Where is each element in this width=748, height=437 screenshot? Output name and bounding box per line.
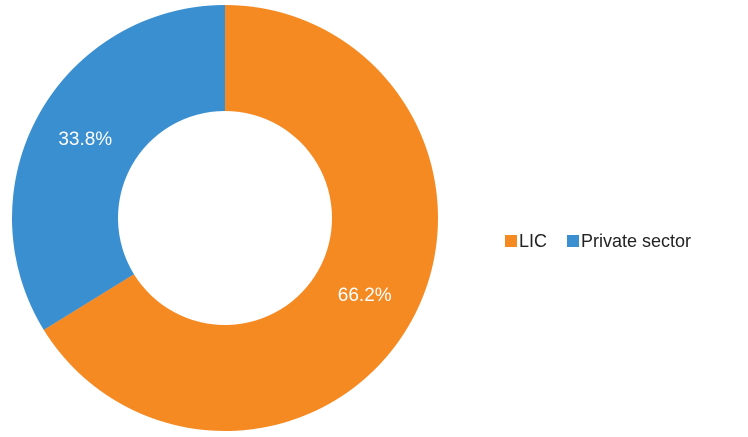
legend-swatch: [567, 235, 580, 247]
data-label: 66.2%: [338, 285, 392, 306]
slice: [43, 5, 439, 432]
legend-label: Private sector: [581, 231, 691, 251]
legend-label: LIC: [519, 231, 547, 251]
legend-swatch: [505, 235, 517, 247]
data-label: 33.8%: [58, 129, 112, 150]
slice: [12, 5, 225, 330]
